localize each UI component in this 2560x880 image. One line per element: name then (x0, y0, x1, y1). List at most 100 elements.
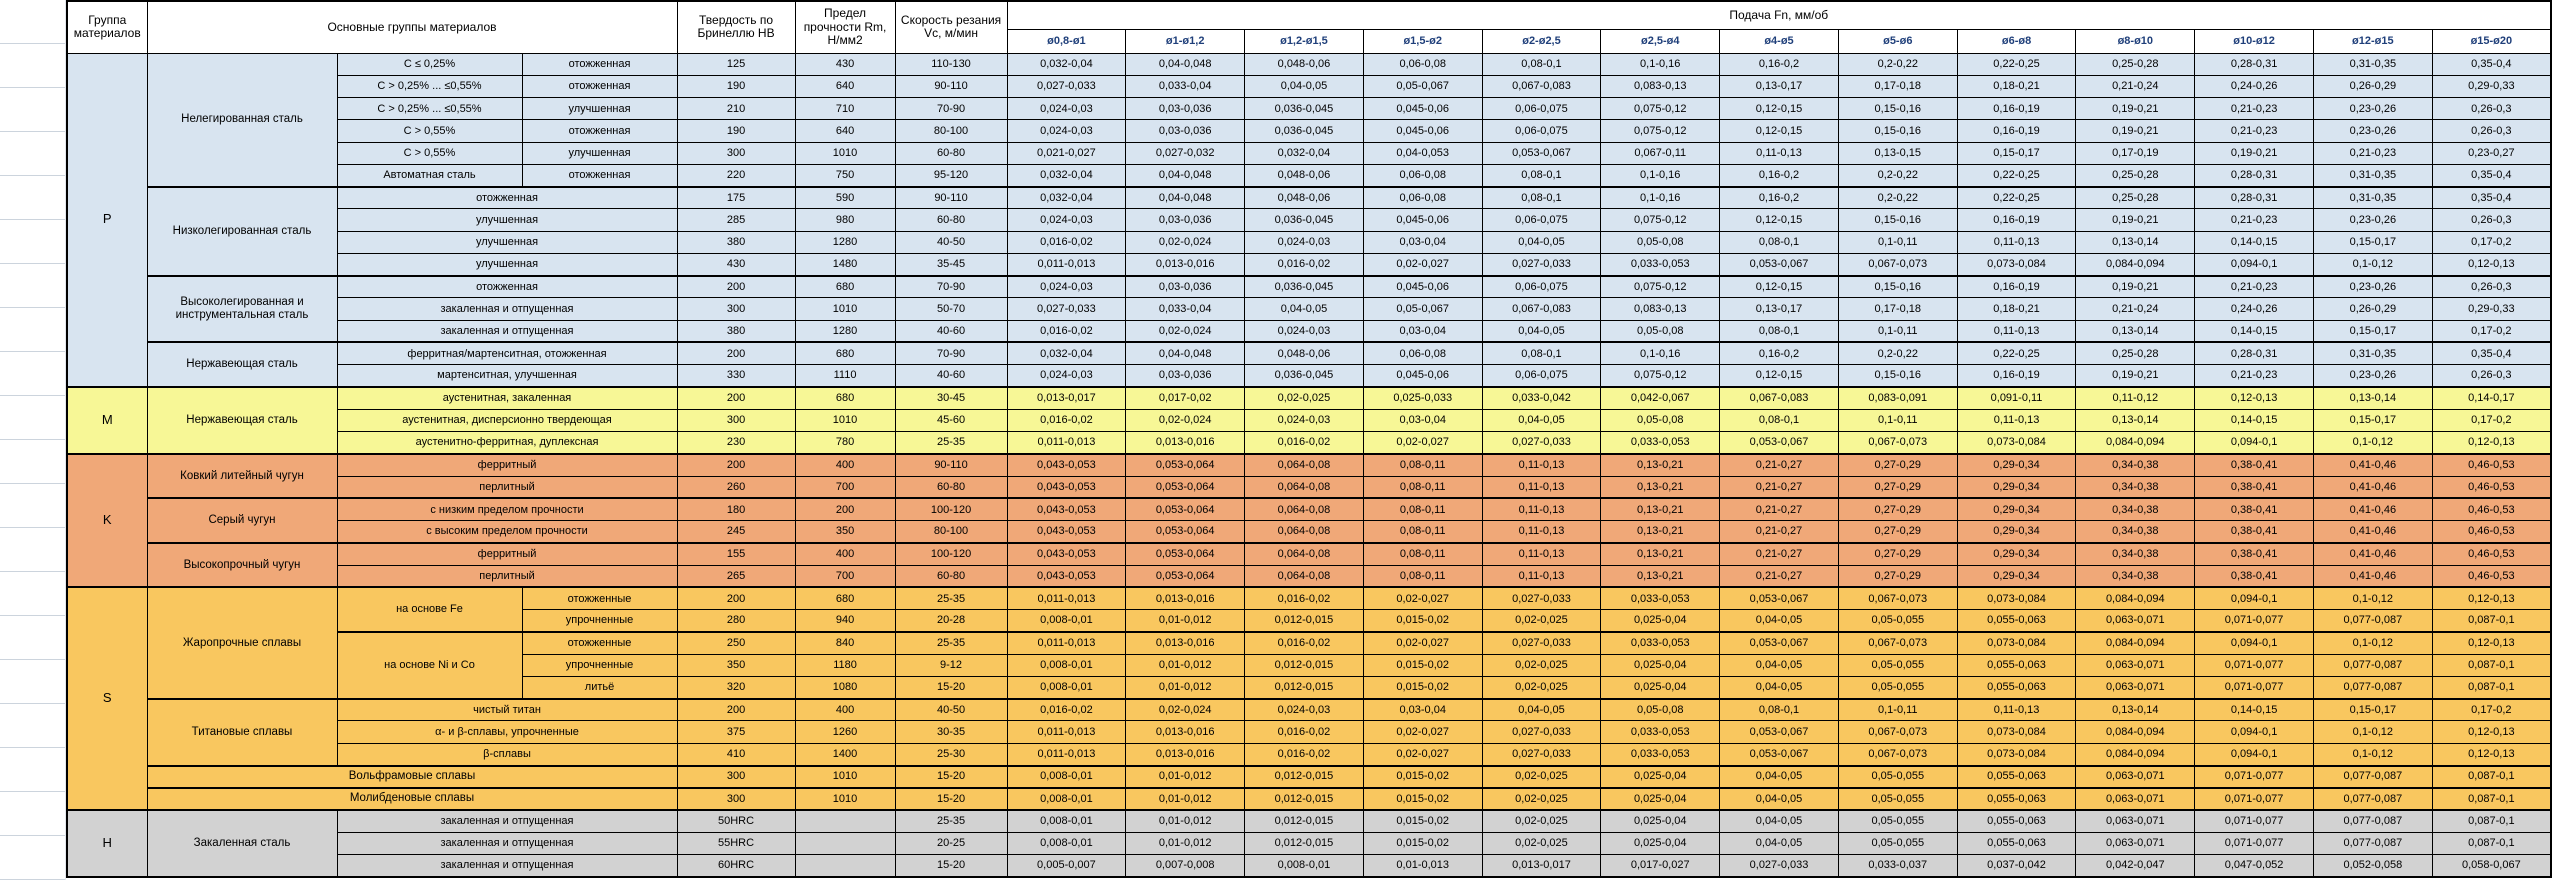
cell-feed[interactable]: 0,08-0,11 (1362, 564, 1483, 588)
cell-feed[interactable]: 0,032-0,04 (1006, 341, 1127, 366)
cell-strength[interactable]: 700 (794, 564, 896, 588)
cell-mat[interactable]: Жаропрочные сплавы (146, 586, 338, 700)
cell-strength[interactable]: 1180 (794, 653, 896, 677)
cell-feed[interactable]: 0,064-0,08 (1244, 497, 1364, 522)
cell-cutting-speed[interactable]: 15-20 (894, 786, 1008, 811)
cell-feed[interactable]: 0,26-0,3 (2431, 208, 2552, 232)
cell-cutting-speed[interactable]: 60-80 (894, 564, 1008, 588)
cell-feed[interactable]: 0,05-0,055 (1837, 831, 1958, 856)
cell-feed[interactable]: 0,11-0,13 (1481, 541, 1602, 566)
cell-feed[interactable]: 0,063-0,071 (2075, 675, 2196, 700)
cell-feed[interactable]: 0,27-0,29 (1837, 452, 1958, 477)
cell-strength[interactable]: 980 (794, 208, 896, 232)
cell-feed[interactable]: 0,043-0,053 (1006, 497, 1127, 522)
cell-sub[interactable]: C > 0,25% ... ≤0,55% (336, 74, 523, 99)
cell-feed[interactable]: 0,13-0,21 (1600, 475, 1721, 499)
cell-feed[interactable]: 0,23-0,26 (2312, 208, 2433, 232)
cell-feed[interactable]: 0,073-0,084 (1956, 720, 2077, 744)
cell-feed[interactable]: 0,008-0,01 (1006, 675, 1127, 700)
cell-feed[interactable]: 0,087-0,1 (2431, 809, 2552, 833)
cell-feed[interactable]: 0,083-0,13 (1600, 297, 1721, 321)
cell-feed[interactable]: 0,016-0,02 (1244, 431, 1364, 455)
cell-sub[interactable]: ферритный (336, 452, 678, 477)
cell-feed[interactable]: 0,033-0,053 (1600, 742, 1721, 767)
cell-cutting-speed[interactable]: 60-80 (894, 475, 1008, 499)
cell-feed[interactable]: 0,02-0,025 (1481, 764, 1602, 789)
cell-feed[interactable]: 0,26-0,3 (2431, 364, 2552, 388)
cell-feed[interactable]: 0,094-0,1 (2194, 720, 2314, 744)
cell-feed[interactable]: 0,16-0,19 (1956, 364, 2077, 388)
cell-feed[interactable]: 0,16-0,2 (1719, 185, 1839, 210)
cell-feed[interactable]: 0,03-0,036 (1125, 274, 1246, 299)
cell-feed[interactable]: 0,013-0,016 (1125, 742, 1246, 767)
cell-feed[interactable]: 0,24-0,26 (2194, 74, 2314, 99)
cell-feed[interactable]: 0,41-0,46 (2312, 452, 2433, 477)
cell-strength[interactable]: 1110 (794, 364, 896, 388)
cell-feed[interactable]: 0,063-0,071 (2075, 764, 2196, 789)
cell-feed[interactable]: 0,008-0,01 (1006, 831, 1127, 856)
cell-feed[interactable]: 0,012-0,015 (1244, 831, 1364, 856)
cell-feed[interactable]: 0,084-0,094 (2075, 720, 2196, 744)
cell-feed[interactable]: 0,21-0,27 (1719, 475, 1839, 499)
cell-feed[interactable]: 0,083-0,091 (1837, 385, 1958, 410)
cell-feed[interactable]: 0,14-0,15 (2194, 697, 2314, 722)
cell-feed[interactable]: 0,15-0,16 (1837, 119, 1958, 143)
cell-feed[interactable]: 0,007-0,008 (1125, 854, 1246, 878)
cell-feed[interactable]: 0,033-0,037 (1837, 854, 1958, 878)
cell-feed[interactable]: 0,12-0,13 (2431, 742, 2552, 767)
cell-feed[interactable]: 0,05-0,067 (1362, 297, 1483, 321)
cell-feed[interactable]: 0,11-0,13 (1481, 564, 1602, 588)
cell-feed[interactable]: 0,02-0,027 (1362, 630, 1483, 655)
cell-feed[interactable]: 0,13-0,21 (1600, 541, 1721, 566)
cell-feed[interactable]: 0,027-0,033 (1481, 586, 1602, 611)
cell-feed[interactable]: 0,015-0,02 (1362, 764, 1483, 789)
cell-feed[interactable]: 0,16-0,19 (1956, 208, 2077, 232)
cell-feed[interactable]: 0,075-0,12 (1600, 208, 1721, 232)
cell-feed[interactable]: 0,29-0,34 (1956, 497, 2077, 522)
cell-feed[interactable]: 0,1-0,16 (1600, 52, 1721, 76)
cell-feed[interactable]: 0,08-0,1 (1719, 408, 1839, 433)
cell-feed[interactable]: 0,29-0,34 (1956, 452, 2077, 477)
cell-cutting-speed[interactable]: 110-130 (894, 52, 1008, 76)
cell-strength[interactable]: 1010 (794, 297, 896, 321)
cell-feed[interactable]: 0,015-0,02 (1362, 786, 1483, 811)
cell-hardness[interactable]: 210 (676, 97, 796, 121)
cell-feed[interactable]: 0,21-0,23 (2194, 119, 2314, 143)
cell-state[interactable]: отожженные (521, 586, 678, 611)
cell-feed[interactable]: 0,055-0,063 (1956, 809, 2077, 833)
cell-feed[interactable]: 0,19-0,21 (2075, 364, 2196, 388)
cell-sub[interactable]: перлитный (336, 564, 678, 588)
cell-feed[interactable]: 0,01-0,012 (1125, 786, 1246, 811)
cell-feed[interactable]: 0,053-0,067 (1719, 742, 1839, 767)
cell-feed[interactable]: 0,016-0,02 (1244, 252, 1364, 277)
cell-feed[interactable]: 0,043-0,053 (1006, 475, 1127, 499)
cell-feed[interactable]: 0,012-0,015 (1244, 653, 1364, 677)
cell-feed[interactable]: 0,21-0,24 (2075, 74, 2196, 99)
cell-feed[interactable]: 0,46-0,53 (2431, 497, 2552, 522)
cell-feed[interactable]: 0,084-0,094 (2075, 586, 2196, 611)
cell-feed[interactable]: 0,03-0,04 (1362, 408, 1483, 433)
cell-state[interactable]: отожженная (521, 119, 678, 143)
cell-feed[interactable]: 0,01-0,013 (1362, 854, 1483, 878)
cell-feed[interactable]: 0,23-0,27 (2431, 141, 2552, 165)
cell-feed[interactable]: 0,14-0,15 (2194, 230, 2314, 254)
cell-feed[interactable]: 0,16-0,2 (1719, 341, 1839, 366)
cell-cutting-speed[interactable]: 90-110 (894, 452, 1008, 477)
cell-cutting-speed[interactable]: 30-35 (894, 720, 1008, 744)
cell-hardness[interactable]: 125 (676, 52, 796, 76)
cell-feed[interactable]: 0,01-0,012 (1125, 609, 1246, 633)
cell-strength[interactable]: 680 (794, 274, 896, 299)
cell-feed[interactable]: 0,11-0,12 (2075, 385, 2196, 410)
cell-feed[interactable]: 0,14-0,15 (2194, 408, 2314, 433)
cell-feed[interactable]: 0,055-0,063 (1956, 786, 2077, 811)
cell-feed[interactable]: 0,055-0,063 (1956, 764, 2077, 789)
cell-feed[interactable]: 0,027-0,033 (1006, 297, 1127, 321)
cell-feed[interactable]: 0,077-0,087 (2312, 809, 2433, 833)
header-diameter-range[interactable]: ø12-ø15 (2312, 28, 2433, 54)
cell-cutting-speed[interactable]: 15-20 (894, 854, 1008, 878)
cell-group[interactable]: P (66, 52, 148, 388)
cell-feed[interactable]: 0,1-0,12 (2312, 742, 2433, 767)
cell-feed[interactable]: 0,19-0,21 (2075, 97, 2196, 121)
cell-feed[interactable]: 0,1-0,12 (2312, 431, 2433, 455)
cell-feed[interactable]: 0,024-0,03 (1006, 364, 1127, 388)
